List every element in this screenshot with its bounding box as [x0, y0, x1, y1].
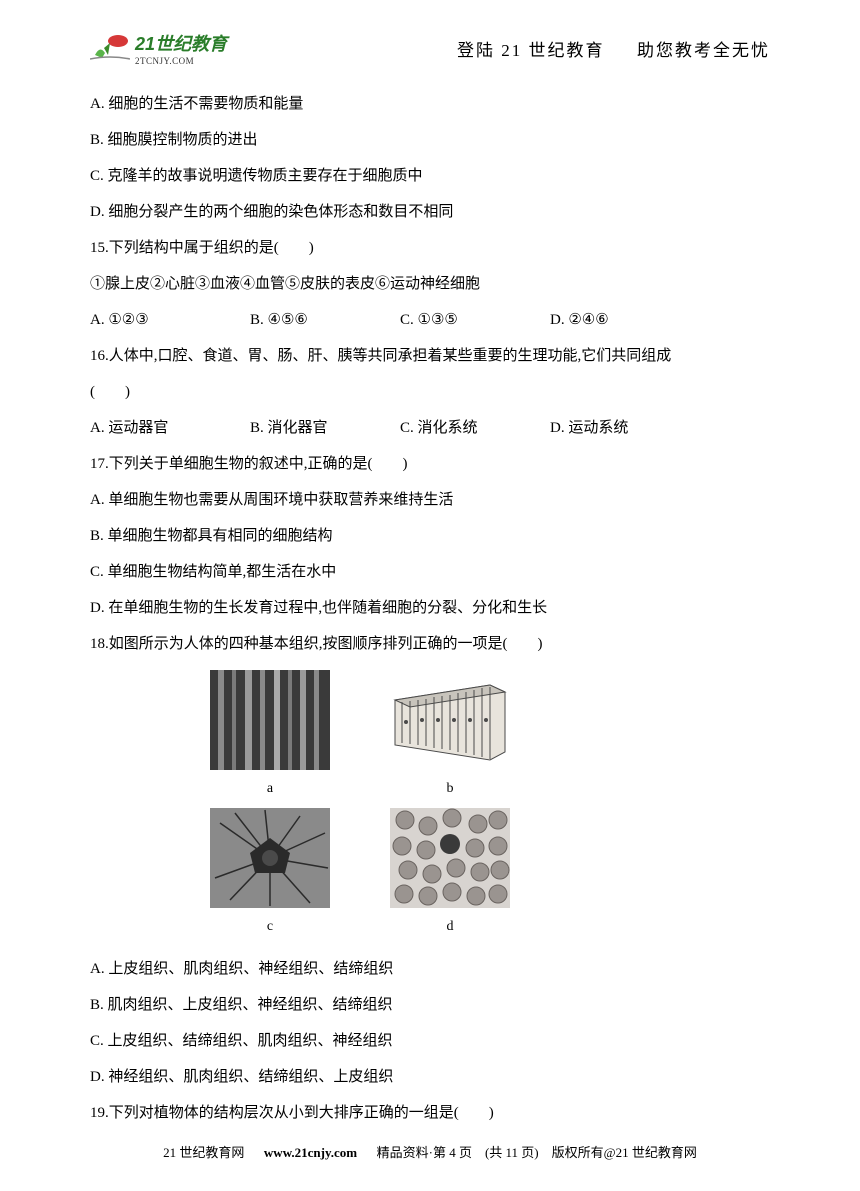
tissue-image-b: [390, 670, 510, 770]
q15-option-d: D. ②④⑥: [550, 302, 700, 338]
q16-option-d: D. 运动系统: [550, 410, 700, 446]
q15-option-c: C. ①③⑤: [400, 302, 550, 338]
q15-option-b: B. ④⑤⑥: [250, 302, 400, 338]
q14-option-c: C. 克隆羊的故事说明遗传物质主要存在于细胞质中: [90, 158, 770, 194]
logo-text: 21世纪教育 2TCNJY.COM: [135, 30, 227, 66]
tissue-image-d: [390, 808, 510, 908]
logo-main-text: 21世纪教育: [135, 30, 227, 56]
q17-option-d: D. 在单细胞生物的生长发育过程中,也伴随着细胞的分裂、分化和生长: [90, 590, 770, 626]
q15-options: A. ①②③ B. ④⑤⑥ C. ①③⑤ D. ②④⑥: [90, 302, 770, 338]
q16-stem: 16.人体中,口腔、食道、胃、肠、肝、胰等共同承担着某些重要的生理功能,它们共同…: [90, 338, 770, 374]
q15-option-a: A. ①②③: [90, 302, 250, 338]
logo-area: 21世纪教育 2TCNJY.COM: [90, 30, 227, 66]
footer-meta: 精品资料·第 4 页 (共 11 页) 版权所有@21 世纪教育网: [377, 1145, 697, 1160]
logo-icon: [90, 33, 130, 63]
q17-option-c: C. 单细胞生物结构简单,都生活在水中: [90, 554, 770, 590]
q19-stem: 19.下列对植物体的结构层次从小到大排序正确的一组是( ): [90, 1095, 770, 1131]
q18-option-b: B. 肌肉组织、上皮组织、神经组织、结缔组织: [90, 987, 770, 1023]
q16-option-a: A. 运动器官: [90, 410, 250, 446]
tissue-image-a: [210, 670, 330, 770]
q16-paren: ( ): [90, 374, 770, 410]
q18-option-a: A. 上皮组织、肌肉组织、神经组织、结缔组织: [90, 951, 770, 987]
logo-sub-text: 2TCNJY.COM: [135, 56, 227, 66]
q17-option-a: A. 单细胞生物也需要从周围环境中获取营养来维持生活: [90, 482, 770, 518]
q16-option-b: B. 消化器官: [250, 410, 400, 446]
q16-options: A. 运动器官 B. 消化器官 C. 消化系统 D. 运动系统: [90, 410, 770, 446]
q14-option-d: D. 细胞分裂产生的两个细胞的染色体形态和数目不相同: [90, 194, 770, 230]
q14-option-a: A. 细胞的生活不需要物质和能量: [90, 86, 770, 122]
q14-option-b: B. 细胞膜控制物质的进出: [90, 122, 770, 158]
page-header: 21世纪教育 2TCNJY.COM 登陆 21 世纪教育 助您教考全无忧: [90, 30, 770, 66]
q18-option-d: D. 神经组织、肌肉组织、结缔组织、上皮组织: [90, 1059, 770, 1095]
header-slogan: 登陆 21 世纪教育 助您教考全无忧: [457, 36, 770, 61]
q15-items: ①腺上皮②心脏③血液④血管⑤皮肤的表皮⑥运动神经细胞: [90, 266, 770, 302]
q18-fig-label-b: b: [447, 772, 454, 806]
q18-fig-label-c: c: [267, 910, 273, 944]
page-footer: 21 世纪教育网 www.21cnjy.com 精品资料·第 4 页 (共 11…: [0, 1142, 860, 1161]
q16-option-c: C. 消化系统: [400, 410, 550, 446]
q18-fig-label-a: a: [267, 772, 273, 806]
q18-fig-label-d: d: [447, 910, 454, 944]
q17-stem: 17.下列关于单细胞生物的叙述中,正确的是( ): [90, 446, 770, 482]
footer-site: www.21cnjy.com: [264, 1145, 357, 1160]
q17-option-b: B. 单细胞生物都具有相同的细胞结构: [90, 518, 770, 554]
tissue-image-c: [210, 808, 330, 908]
q15-stem: 15.下列结构中属于组织的是( ): [90, 230, 770, 266]
q18-option-c: C. 上皮组织、结缔组织、肌肉组织、神经组织: [90, 1023, 770, 1059]
q18-stem: 18.如图所示为人体的四种基本组织,按图顺序排列正确的一项是( ): [90, 626, 770, 662]
document-content: A. 细胞的生活不需要物质和能量 B. 细胞膜控制物质的进出 C. 克隆羊的故事…: [90, 86, 770, 1131]
q18-figure: a b: [200, 670, 770, 943]
slogan-part2: 助您教考全无忧: [637, 41, 770, 60]
slogan-part1: 登陆 21 世纪教育: [457, 41, 605, 60]
footer-brand: 21 世纪教育网: [163, 1145, 244, 1160]
